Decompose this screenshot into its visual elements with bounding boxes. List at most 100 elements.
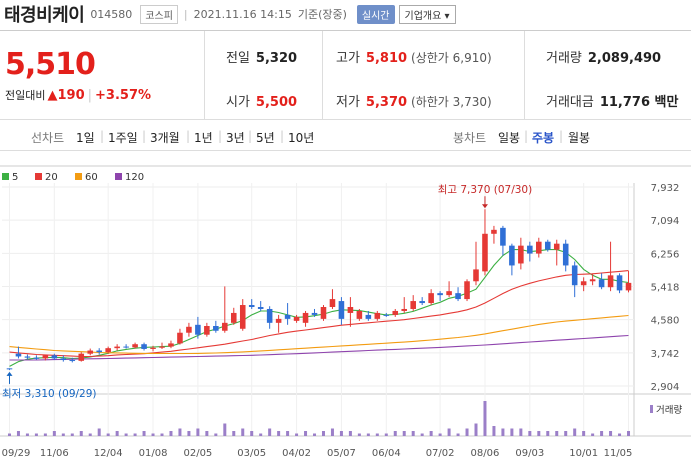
candle-body [78,353,85,361]
tab-daily-candle[interactable]: 일봉 [498,131,521,145]
volume-bar [474,423,478,436]
volume-bar [339,431,343,436]
volume-bar [178,428,182,436]
legend-label-60: 60 [85,172,98,183]
candle-body [365,314,372,319]
price-summary: 5,510 전일대비 ▲190 | +3.57% 전일 5,320 시가 5,500 고가… [0,30,691,120]
volume-bar [402,431,406,436]
candle-body [132,344,138,348]
volume: 거래량 2,089,490 [546,47,661,66]
x-tick-label: 09/29 [2,448,31,459]
tab-1-week[interactable]: 1주일 [108,131,138,145]
stock-code: 014580 [90,7,133,21]
volume-bar [411,431,415,436]
candle-body [482,233,488,272]
candle-body [509,245,515,266]
lower-limit: (하한가 3,730) [411,95,492,109]
candle-body [544,241,551,250]
candle-body [87,350,94,354]
candle-body [437,293,443,296]
high-label: 고가 [336,51,360,66]
volume-bar [34,433,38,436]
volume-bar [160,433,164,436]
candle-body [589,279,596,282]
tab-1-day[interactable]: 1일 [76,131,95,145]
change-label: 전일대비 [5,89,46,102]
volume-bar [223,423,227,436]
volume-panel: 거래량 [7,401,682,436]
volume-bar [447,428,451,436]
candle-body [410,301,416,309]
candle-body [96,350,102,353]
candle-body [114,346,120,349]
candle-body [186,326,192,333]
volume-bar [115,431,119,436]
low-value: 5,370 [365,95,408,110]
volume-bar [456,433,460,436]
company-overview-button[interactable]: 기업개요 ▾ [398,4,456,24]
volume-bar [492,426,496,436]
volume-bar [214,433,218,436]
tab-monthly-candle[interactable]: 월봉 [568,131,591,145]
volume-label: 거래량 [546,51,582,66]
legend-swatch-120 [115,173,122,180]
divider: | [87,88,93,103]
candle-body [150,347,156,349]
tab-3-months[interactable]: 3개월 [150,131,180,145]
volume-bar [582,431,586,436]
candle-body [69,360,76,362]
volume-bar [366,433,370,436]
candle-body [239,305,246,329]
volume-bar [106,433,110,436]
legend-swatch-60 [75,173,82,180]
volume-bar [321,431,325,436]
candle-body [320,307,327,319]
candle-body [105,348,111,353]
volume-bar [133,433,137,436]
volume-bar [259,433,263,436]
legend-label-20: 20 [45,172,58,183]
volume-value: 2,089,490 [587,51,662,66]
legend-swatch-20 [35,173,42,180]
candle-body [275,318,282,323]
change-amount: ▲190 [47,88,85,103]
trade-amount: 거래대금 11,776 백만 [546,91,678,110]
divider: | [183,7,188,21]
candle-body [580,281,587,286]
tab-5-years[interactable]: 5년 [256,131,275,145]
high-price: 고가 5,810 (상한가 6,910) [336,47,492,66]
volume-bar [465,428,469,436]
divider: | [142,129,147,143]
candle-body [598,279,605,288]
candle-body [625,282,632,291]
candle-body [562,243,569,266]
candle-body [616,275,623,291]
candle-body [284,314,291,319]
realtime-button[interactable]: 실시간 [356,4,395,24]
volume-bar [232,431,236,436]
tab-3-years[interactable]: 3년 [226,131,245,145]
x-tick-label: 10/01 [569,448,598,459]
volume-bar [420,433,424,436]
price-chart[interactable]: 5 20 60 120 2,904 3,742 4,580 5,418 6,256 7,094 7… [0,165,691,468]
volume-bar [277,431,281,436]
candle-body [311,312,318,315]
tab-weekly-candle[interactable]: 주봉 [532,131,555,145]
y-tick-label: 3,742 [651,349,680,360]
candle-body [141,344,147,349]
volume-bar [564,431,568,436]
candle-body [15,353,22,357]
prev-close-label: 전일 [226,51,250,66]
chart-grid [0,165,691,437]
trade-amount-value: 11,776 백만 [599,95,679,110]
tab-10-years[interactable]: 10년 [288,131,315,145]
x-tick-label: 08/06 [471,448,500,459]
x-tick-label: 03/05 [237,448,266,459]
divider [322,31,323,119]
volume-bar [510,428,514,436]
tab-1-year[interactable]: 1년 [194,131,213,145]
legend-label-120: 120 [125,172,144,183]
ma-line-5 [9,249,629,367]
candle-body [168,343,174,347]
ma-line-120 [9,334,629,361]
